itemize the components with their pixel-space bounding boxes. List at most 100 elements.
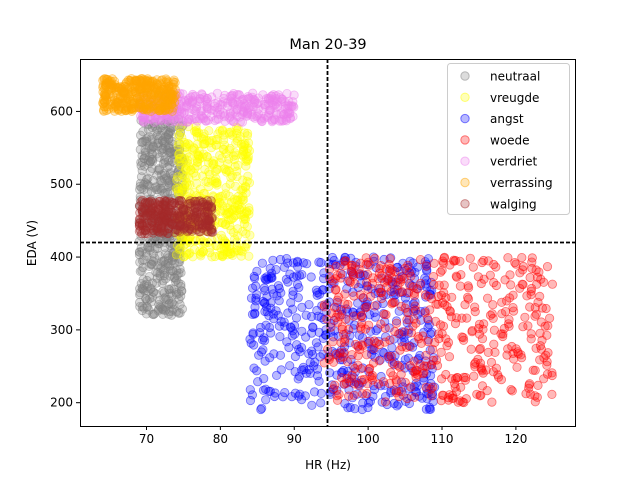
data-point [291, 313, 302, 323]
data-point [328, 337, 338, 347]
data-point [449, 255, 459, 265]
data-point [273, 90, 284, 100]
data-point [365, 260, 375, 270]
data-point [98, 75, 108, 86]
data-point [191, 106, 201, 116]
data-point [252, 366, 262, 376]
data-point [163, 77, 173, 87]
data-point [158, 286, 168, 296]
data-point [347, 370, 357, 380]
data-point [159, 270, 169, 281]
data-point [518, 279, 528, 290]
data-point [351, 339, 361, 349]
data-point [405, 361, 415, 371]
data-point [230, 181, 240, 191]
data-point [235, 112, 245, 122]
legend-marker [460, 156, 470, 166]
data-point [192, 178, 202, 188]
data-point [543, 321, 553, 331]
data-point [356, 311, 366, 321]
data-point [530, 391, 540, 401]
data-point [316, 388, 326, 398]
data-point [174, 308, 184, 318]
data-point [221, 149, 231, 159]
data-point [458, 335, 469, 345]
data-point [421, 350, 431, 360]
data-point [136, 243, 146, 253]
data-point [232, 245, 242, 255]
data-point [426, 391, 436, 401]
data-point [298, 362, 308, 372]
data-point [253, 104, 263, 114]
data-point [422, 313, 433, 324]
data-point [210, 178, 220, 188]
data-point [488, 313, 498, 323]
data-point [524, 383, 534, 393]
data-point [198, 113, 208, 123]
data-point [365, 291, 376, 301]
data-point [256, 347, 267, 357]
data-point [111, 101, 122, 112]
data-point [445, 306, 455, 317]
x-tick-label: 90 [287, 432, 302, 446]
points-layer [98, 74, 558, 415]
data-point [243, 171, 253, 181]
data-point [362, 388, 372, 399]
data-point [271, 370, 282, 380]
legend-label: vreugde [490, 91, 539, 105]
data-point [276, 316, 286, 326]
data-point [396, 272, 406, 282]
data-point [316, 398, 326, 408]
data-point [386, 367, 396, 378]
data-point [530, 302, 540, 313]
data-point [490, 347, 500, 357]
data-point [265, 263, 275, 274]
data-point [293, 374, 303, 384]
data-point [450, 318, 461, 329]
data-point [163, 162, 173, 172]
data-point [405, 341, 415, 352]
data-point [130, 84, 140, 94]
data-point [160, 157, 170, 167]
y-tick-label: 500 [50, 177, 73, 191]
data-point [397, 342, 407, 352]
data-point [356, 364, 366, 374]
data-point [479, 319, 489, 329]
data-point [193, 151, 203, 161]
data-point [423, 336, 433, 347]
data-point [415, 278, 426, 288]
data-point [149, 216, 159, 226]
data-point [164, 300, 174, 310]
data-point [387, 297, 398, 308]
y-tick-label: 400 [50, 250, 73, 264]
data-point [386, 286, 396, 297]
data-point [154, 164, 164, 174]
data-point [240, 128, 250, 138]
data-point [240, 213, 250, 224]
data-point [340, 256, 350, 266]
data-point [239, 103, 249, 113]
data-point [455, 281, 465, 291]
data-point [143, 281, 153, 291]
data-point [266, 328, 276, 338]
data-point [202, 215, 212, 225]
data-point [137, 183, 147, 193]
data-point [135, 257, 145, 267]
data-point [350, 279, 360, 289]
data-point [500, 306, 511, 317]
data-point [250, 309, 260, 319]
data-point [200, 164, 210, 175]
data-point [547, 279, 558, 289]
data-point [215, 110, 226, 120]
data-point [307, 346, 317, 356]
data-point [370, 301, 380, 311]
data-point [507, 386, 517, 396]
data-point [220, 90, 230, 101]
data-point [421, 404, 431, 414]
data-point [476, 390, 486, 400]
data-point [164, 105, 174, 115]
data-point [149, 287, 159, 297]
data-point [433, 299, 443, 309]
data-point [248, 329, 258, 339]
data-point [396, 369, 406, 379]
